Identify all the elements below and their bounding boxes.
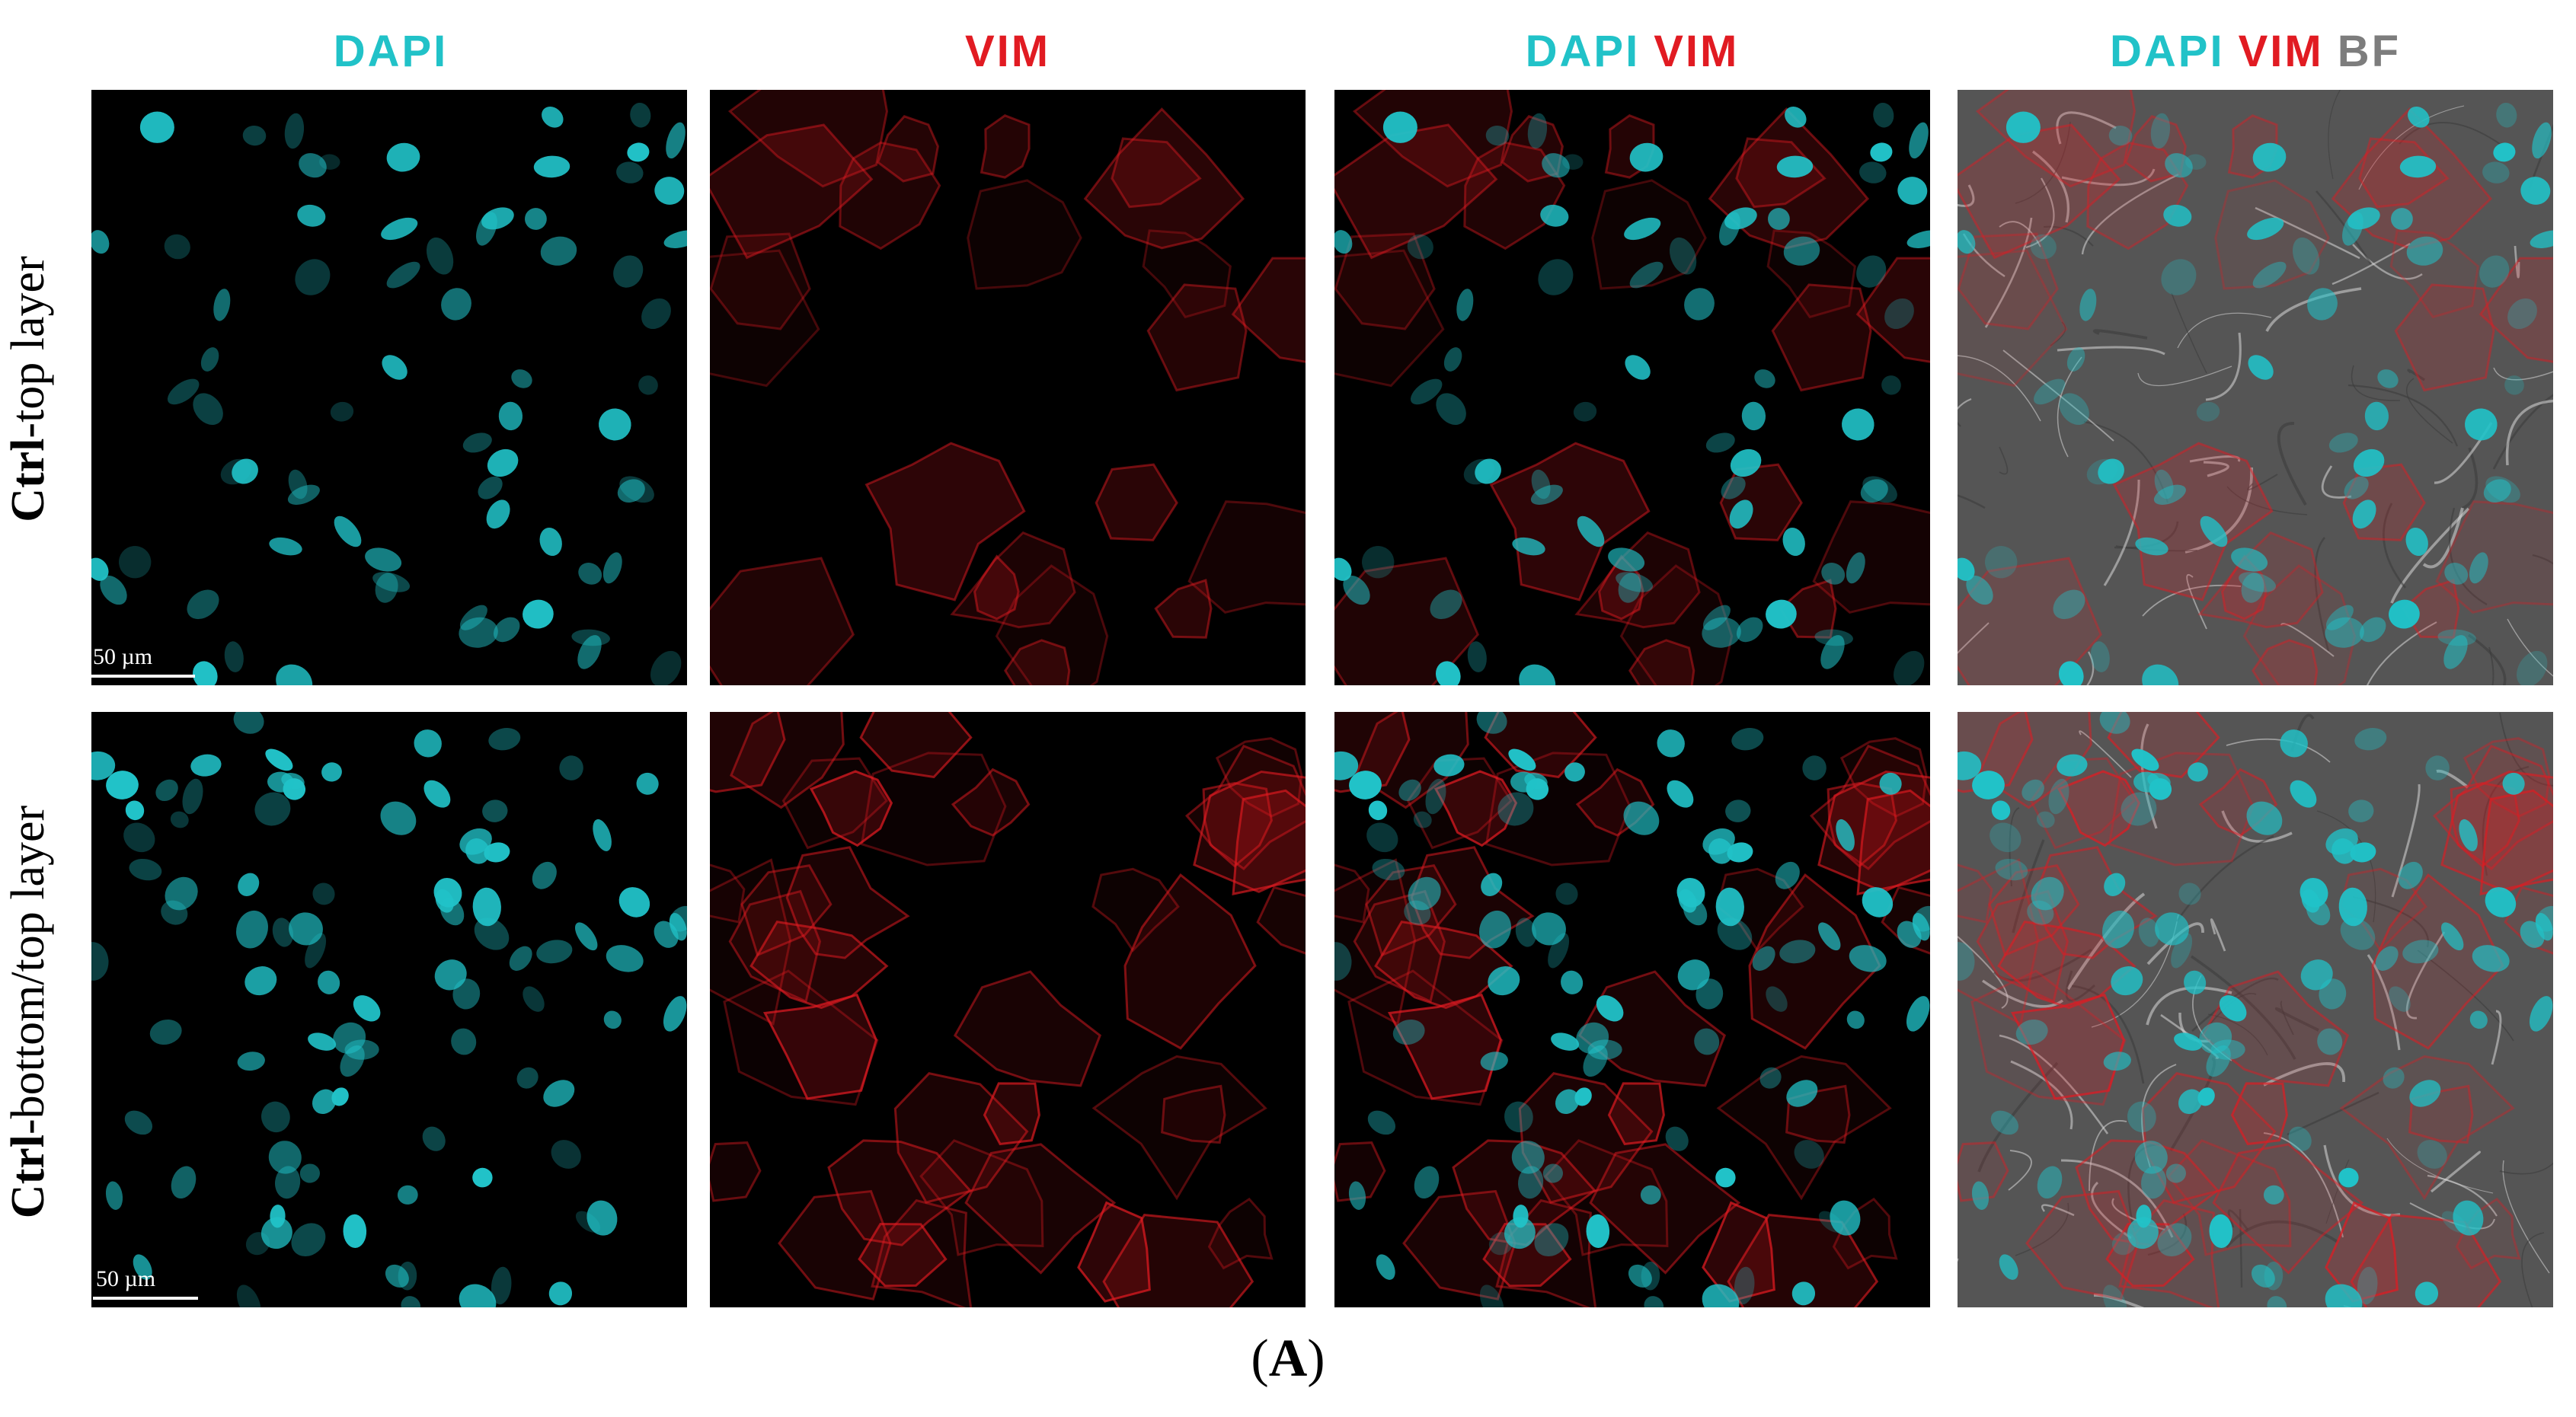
row-top-ctrl: Ctrl (2, 438, 54, 522)
panel-bottom-vim (710, 712, 1306, 1307)
header-merge-dapi: DAPI (1525, 27, 1641, 76)
header-merge-bf: DAPI VIM BF (1958, 21, 2553, 82)
row-bottom-ctrl: Ctrl (2, 1135, 54, 1219)
scale-bar-bottom (93, 1297, 198, 1300)
header-vim: VIM (710, 21, 1306, 82)
header-mergebf-vim: VIM (2238, 27, 2324, 76)
header-mergebf-bf: BF (2337, 27, 2402, 76)
panel-top-merge (1334, 90, 1930, 685)
row-top-rest: -top layer (2, 256, 54, 439)
row-bottom-rest: -bottom/top layer (2, 805, 54, 1135)
panel-bottom-merge (1334, 712, 1930, 1307)
panel-top-dapi (91, 90, 687, 685)
header-vim-label: VIM (964, 27, 1051, 76)
panel-top-merge-bf (1958, 90, 2553, 685)
panel-bottom-merge-bf (1958, 712, 2553, 1307)
figure-caption: (A) (0, 1329, 2576, 1390)
scale-bar-top (90, 675, 195, 678)
panel-bottom-dapi (91, 712, 687, 1307)
scale-bar-label-top: 50 µm (93, 644, 153, 669)
header-mergebf-dapi: DAPI (2109, 27, 2225, 76)
row-label-top: Ctrl-top layer (0, 85, 59, 694)
row-label-bottom: Ctrl-bottom/top layer (0, 707, 59, 1316)
header-dapi-label: DAPI (333, 27, 449, 76)
panel-top-vim (710, 90, 1306, 685)
header-dapi: DAPI (93, 21, 689, 82)
header-merge: DAPI VIM (1334, 21, 1930, 82)
header-merge-vim: VIM (1654, 27, 1740, 76)
scale-bar-label-bottom: 50 µm (96, 1266, 156, 1291)
caption-text: (A) (1251, 1329, 1325, 1388)
